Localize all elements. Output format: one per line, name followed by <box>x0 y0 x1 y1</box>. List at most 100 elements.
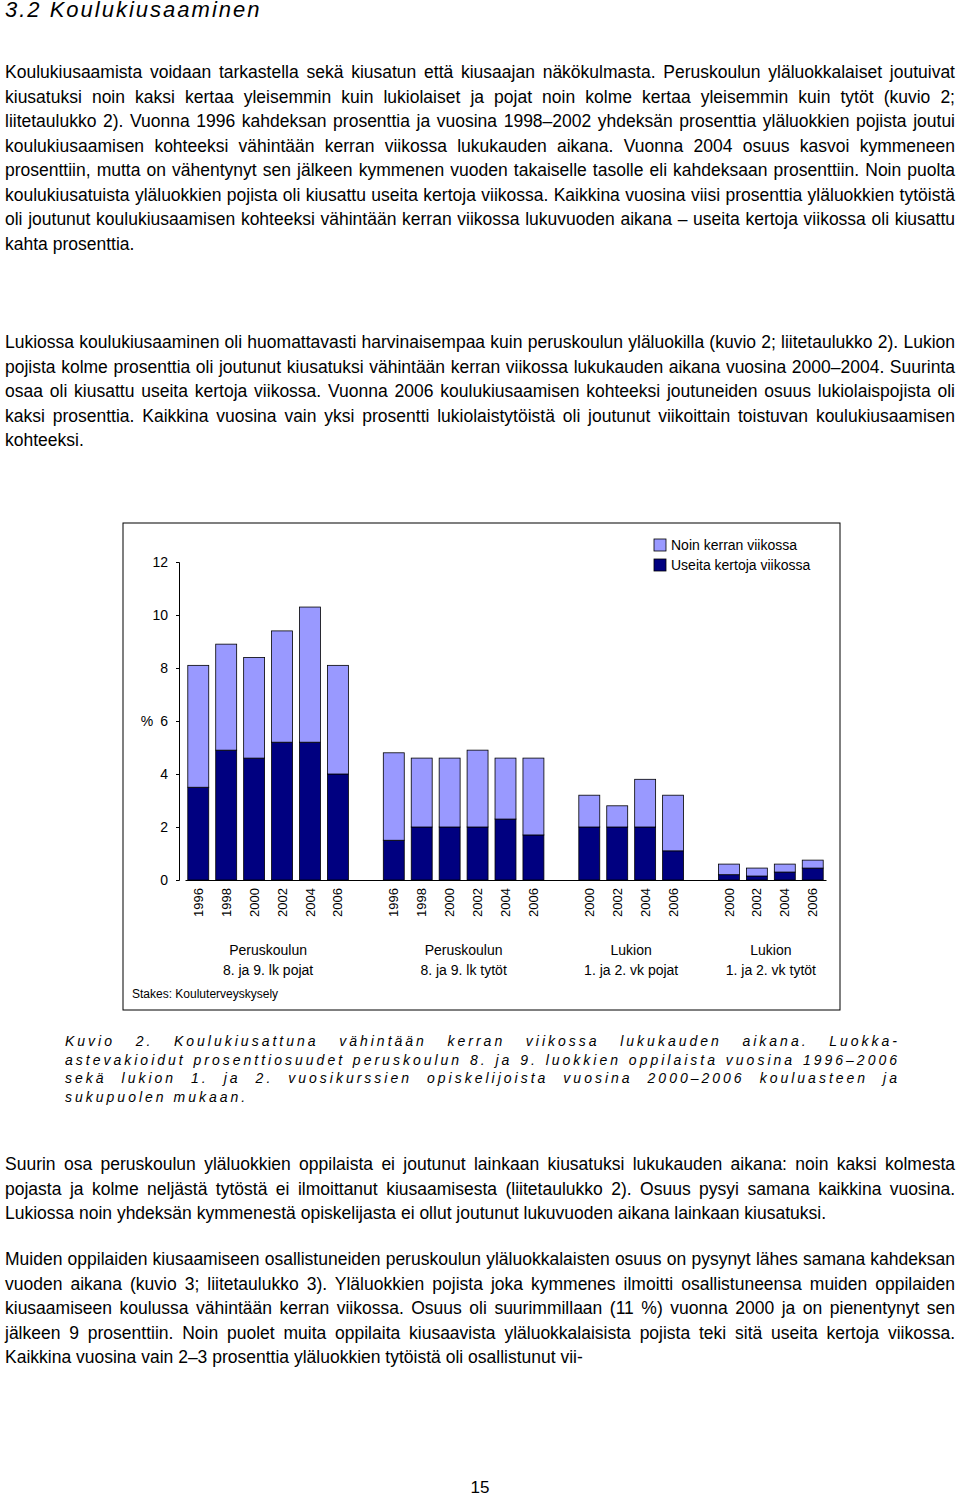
tick-label: 2000 <box>721 888 736 917</box>
group-label: Peruskoulun <box>229 942 307 958</box>
tick: 1998 <box>219 880 234 917</box>
bar <box>802 860 823 868</box>
tick: 1996 <box>191 880 206 917</box>
caption: Kuvio 2. Koulukiusattuna vähintään kerra… <box>65 1032 900 1106</box>
tick-label: 6 <box>160 713 168 729</box>
bar <box>467 827 488 880</box>
bar <box>439 758 460 827</box>
bar <box>774 872 795 880</box>
bar <box>635 779 656 827</box>
tick: 2002 <box>610 880 625 917</box>
heading: 3.2 Koulukiusaaminen <box>5 0 955 23</box>
tick: 8 <box>160 660 179 676</box>
bar <box>272 742 293 880</box>
bar <box>802 868 823 880</box>
tick: 2002 <box>749 880 764 917</box>
tick-mark <box>176 562 179 563</box>
bar <box>746 876 767 880</box>
tick-mark <box>176 668 179 669</box>
bar <box>774 864 795 872</box>
tick-label: 2004 <box>638 888 653 917</box>
bar <box>327 665 348 774</box>
tick: 1996 <box>386 880 401 917</box>
tick-mark <box>176 880 179 881</box>
paragraph: Koulukiusaamista voidaan tarkastella sek… <box>5 60 955 256</box>
paragraph: Suurin osa peruskoulun yläluokkien oppil… <box>5 1152 955 1226</box>
tick: 0 <box>160 872 179 888</box>
tick: 2 <box>160 819 179 835</box>
tick: 2000 <box>247 880 262 917</box>
tick-label: 4 <box>160 766 168 782</box>
bar <box>523 758 544 835</box>
tick-label: 10 <box>152 607 168 623</box>
bar <box>300 742 321 880</box>
tick-label: 2002 <box>275 888 290 917</box>
bar <box>607 827 628 880</box>
legend: Noin kerran viikossa Useita kertoja viiko… <box>654 537 810 573</box>
bar <box>579 827 600 880</box>
tick-mark <box>176 774 179 775</box>
tick: 12 <box>152 554 179 570</box>
bar <box>272 631 293 742</box>
bar <box>718 864 739 875</box>
bar <box>663 851 684 880</box>
bar <box>579 795 600 827</box>
tick-label: 8 <box>160 660 168 676</box>
bar <box>216 750 237 880</box>
tick-label: 1998 <box>414 888 429 917</box>
tick-mark <box>176 721 179 722</box>
bar <box>607 806 628 827</box>
tick: 10 <box>152 607 179 623</box>
tick: 2000 <box>721 880 736 917</box>
bar <box>383 753 404 840</box>
tick-mark <box>176 827 179 828</box>
bar <box>718 875 739 880</box>
chart-frame <box>123 523 840 1010</box>
tick: 2004 <box>303 880 318 917</box>
bar <box>244 657 265 758</box>
tick-label: 2006 <box>666 888 681 917</box>
group-labels: Peruskoulun8. ja 9. lk pojatPeruskoulun8… <box>223 942 816 978</box>
y-axis: 0 2 4 6 8 10 12 <box>152 554 179 888</box>
bar <box>188 665 209 787</box>
tick-label: 2006 <box>330 888 345 917</box>
tick-label: 2002 <box>749 888 764 917</box>
bar <box>411 827 432 880</box>
tick: 2006 <box>330 880 345 917</box>
axis-line <box>176 563 180 881</box>
bar <box>663 795 684 851</box>
tick-label: 2006 <box>526 888 541 917</box>
group-label: Lukion <box>750 942 791 958</box>
tick-label: 2002 <box>470 888 485 917</box>
bar <box>439 827 460 880</box>
bar <box>523 835 544 880</box>
bars <box>188 607 823 880</box>
tick: 2000 <box>442 880 457 917</box>
series <box>188 742 823 880</box>
tick-label: 2006 <box>805 888 820 917</box>
tick-mark <box>176 615 179 616</box>
tick: 2004 <box>638 880 653 917</box>
bar <box>411 758 432 827</box>
bar <box>746 868 767 876</box>
tick: 2006 <box>805 880 820 917</box>
tick-label: 2002 <box>610 888 625 917</box>
tick-label: 1996 <box>386 888 401 917</box>
legend-label: Useita kertoja viikossa <box>671 557 810 573</box>
group-label: 1. ja 2. vk tytöt <box>726 962 816 978</box>
bar <box>188 787 209 880</box>
tick: 6 <box>160 713 179 729</box>
tick: 2006 <box>666 880 681 917</box>
tick-label: 1996 <box>191 888 206 917</box>
group-label: 1. ja 2. vk pojat <box>584 962 678 978</box>
tick-label: 2000 <box>247 888 262 917</box>
bar <box>327 774 348 880</box>
legend-label: Noin kerran viikossa <box>671 537 797 553</box>
bar <box>244 758 265 880</box>
bar <box>300 607 321 742</box>
tick: 1998 <box>414 880 429 917</box>
tick: 2002 <box>470 880 485 917</box>
paragraph: Muiden oppilaiden kiusaamiseen osallistu… <box>5 1247 955 1370</box>
bar <box>467 750 488 827</box>
tick: 2004 <box>777 880 792 917</box>
